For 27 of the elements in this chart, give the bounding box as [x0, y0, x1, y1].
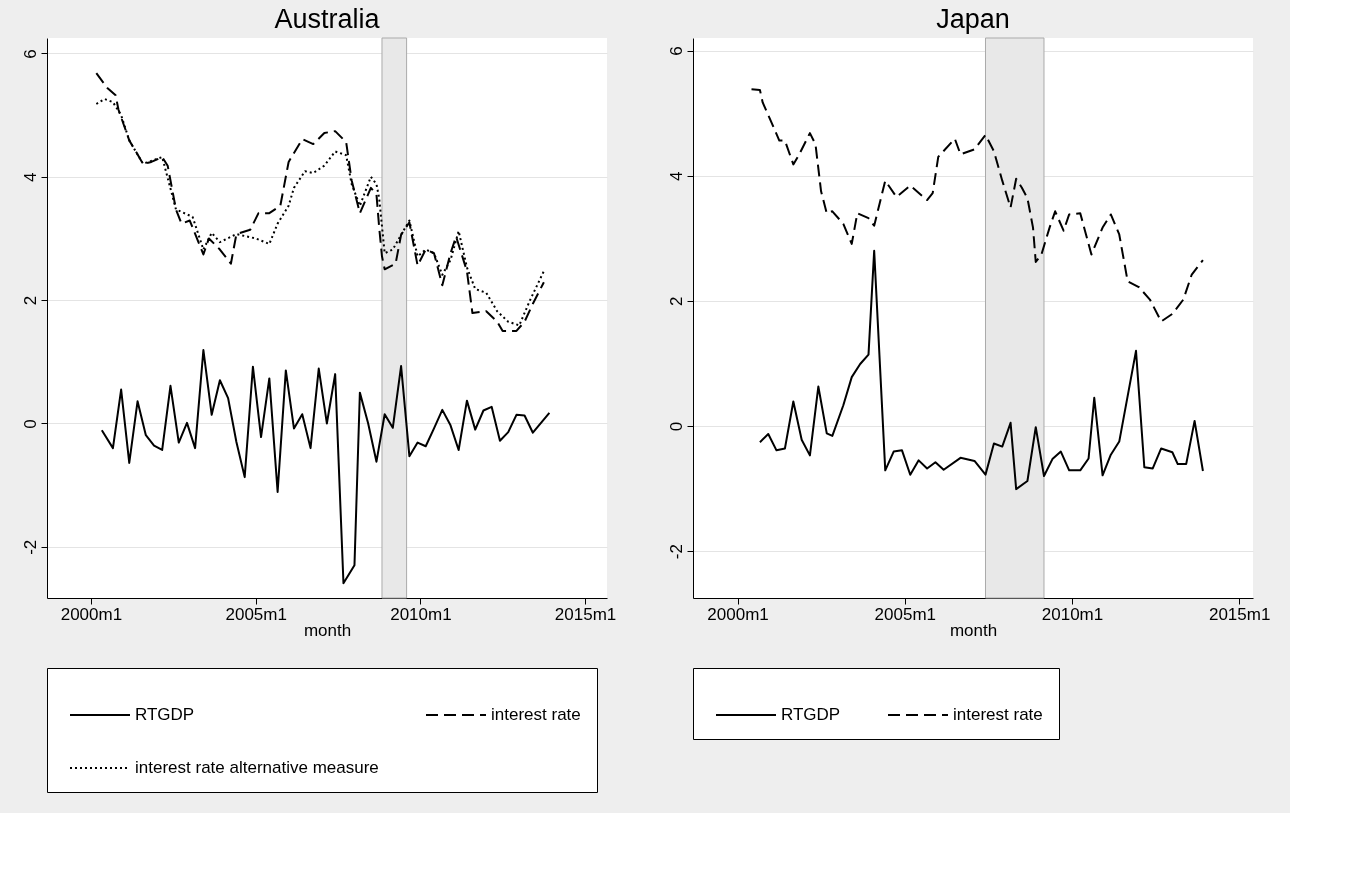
x-tick-label: 2005m1 [225, 604, 287, 624]
y-tick-label: 2 [20, 295, 40, 306]
legend-label: interest rate [953, 705, 1043, 724]
x-tick-label: 2015m1 [554, 604, 617, 624]
x-tick-label: 2015m1 [1208, 604, 1271, 624]
y-tick-label: 2 [666, 296, 686, 307]
legend-label: interest rate [491, 705, 581, 724]
x-tick-label: 2000m1 [60, 604, 123, 624]
x-tick-label: 2010m1 [1041, 604, 1104, 624]
chart-title: Japan [936, 3, 1010, 34]
y-tick-label: 4 [20, 172, 40, 182]
y-tick-label: -2 [20, 539, 40, 555]
y-tick-label: 6 [666, 46, 686, 56]
x-tick-label: 2000m1 [707, 604, 769, 624]
y-tick-label: 6 [20, 49, 40, 59]
chart-title: Australia [274, 3, 381, 34]
legend-label: interest rate alternative measure [135, 758, 379, 777]
x-axis-title: month [303, 620, 352, 640]
x-tick-label: 2005m1 [874, 604, 937, 624]
x-tick-label: 2010m1 [390, 604, 452, 624]
y-tick-label: 0 [20, 419, 40, 429]
y-tick-label: 4 [666, 171, 686, 181]
legend-label: RTGDP [135, 705, 195, 724]
legend-label: RTGDP [781, 705, 841, 724]
y-tick-label: -2 [666, 544, 686, 560]
y-tick-label: 0 [666, 421, 686, 432]
x-axis-title: month [949, 620, 998, 640]
